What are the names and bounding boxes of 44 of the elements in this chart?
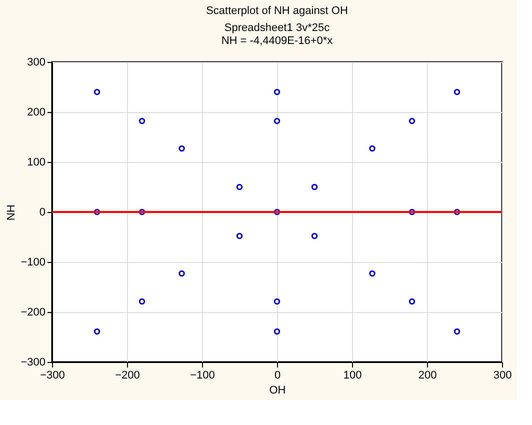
y-tick-label: −100 (20, 256, 46, 268)
point (138, 118, 146, 124)
point (311, 184, 318, 190)
y-tick-label: −300 (20, 356, 46, 368)
chart-title: Scatterplot of NH against OH (206, 5, 348, 17)
point (274, 208, 280, 216)
x-axis-title: OH (269, 384, 286, 396)
point (454, 328, 460, 335)
y-tick-label: 200 (27, 106, 46, 118)
point (408, 118, 416, 124)
point (274, 118, 280, 124)
point (94, 88, 100, 96)
point (454, 88, 460, 96)
point (311, 232, 318, 240)
y-axis-title: NH (6, 204, 18, 220)
text: NH = -4,4409E-16+0*x (221, 35, 334, 47)
y-tick-label: 300 (27, 56, 46, 68)
x-tick-label: 0 (274, 370, 281, 382)
chart-subtitle: Spreadsheet1 3v*25c (224, 22, 330, 34)
x-tick-label: −200 (115, 370, 140, 382)
y-tick-label: 0 (39, 206, 46, 218)
point (274, 88, 280, 96)
x-tick-label: 100 (343, 370, 362, 382)
point (178, 145, 185, 152)
point (408, 208, 416, 216)
point (408, 298, 416, 305)
point (138, 208, 146, 216)
x-tick-label: −300 (40, 370, 65, 382)
x-tick-label: 300 (493, 370, 512, 382)
point (94, 208, 100, 216)
y-tick-label: 100 (27, 156, 46, 168)
point (178, 270, 185, 277)
point (94, 328, 100, 335)
point (274, 328, 280, 335)
x-tick-label: −100 (190, 370, 215, 382)
x-tick-label: 200 (418, 370, 437, 382)
point (138, 298, 146, 305)
point (236, 184, 243, 190)
point (369, 270, 376, 277)
point (274, 298, 280, 305)
point (236, 232, 243, 240)
y-tick-label: −200 (20, 306, 46, 318)
point (454, 208, 460, 216)
point (369, 145, 376, 152)
